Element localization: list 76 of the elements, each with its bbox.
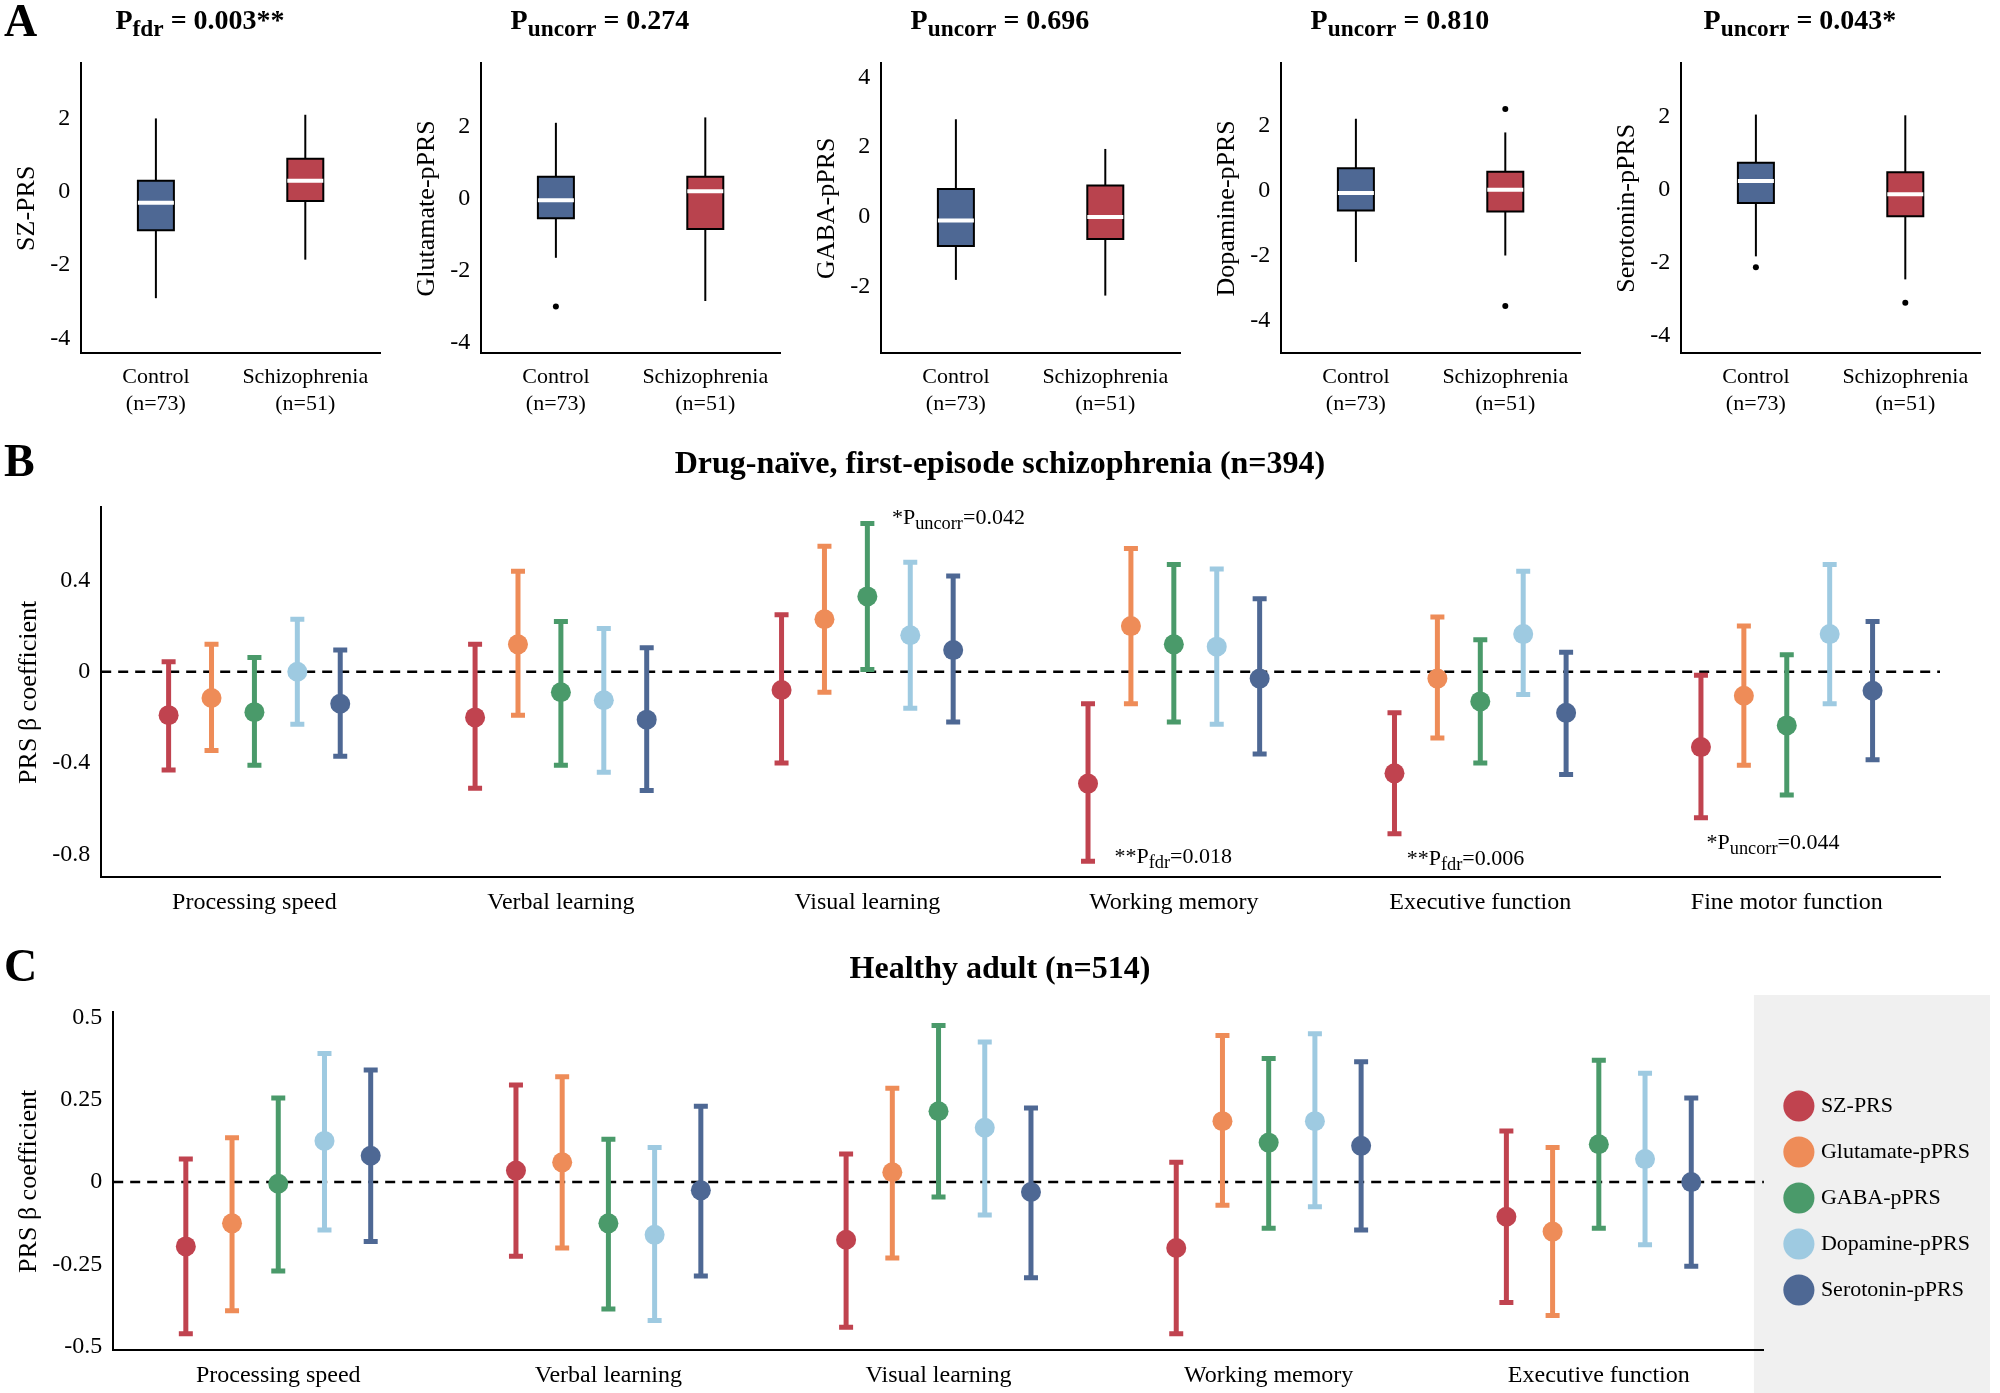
y-tick-label: 0.4 bbox=[60, 565, 91, 592]
text: C bbox=[4, 939, 38, 992]
y-tick-label: 2 bbox=[458, 111, 471, 138]
annotation: *P$_{uncorr}$=0.044 bbox=[1706, 829, 1840, 860]
x-tick-label: Schizophrenia (n=51) bbox=[242, 363, 369, 415]
annotation: **P$_{fdr}$=0.018 bbox=[1114, 842, 1232, 874]
y-tick-label: -0.8 bbox=[52, 839, 91, 866]
y-tick-label: -4 bbox=[1250, 305, 1271, 332]
legend-label: Serotonin-pPRS bbox=[1820, 1275, 1964, 1301]
chart-title: P$_{fdr}$ = 0.003** bbox=[115, 4, 285, 41]
x-tick-label: Control (n=73) bbox=[522, 363, 590, 415]
chart-title: P$_{uncorr}$ = 0.274 bbox=[509, 4, 691, 42]
y-axis-title: PRS β coefficient bbox=[13, 1088, 43, 1273]
x-tick-label: Control (n=73) bbox=[122, 363, 190, 415]
x-tick-label: Executive function bbox=[1507, 1360, 1690, 1387]
y-tick-label: 2 bbox=[1658, 101, 1671, 128]
y-axis-title: Dopamine-pPRS bbox=[1211, 120, 1241, 297]
y-tick-label: 0 bbox=[78, 657, 91, 684]
y-tick-label: 0.25 bbox=[60, 1085, 103, 1112]
y-tick-label: -0.5 bbox=[64, 1332, 103, 1359]
x-tick-label: Verbal learning bbox=[534, 1360, 683, 1387]
x-tick-label: Control (n=73) bbox=[1322, 363, 1390, 415]
chart-title: Drug-naïve, first-episode schizophrenia (n=394) bbox=[674, 444, 1326, 480]
y-tick-label: -2 bbox=[450, 255, 471, 282]
y-tick-label: -0.4 bbox=[52, 748, 91, 775]
y-tick-label: 0.5 bbox=[72, 1002, 103, 1029]
y-tick-label: 2 bbox=[858, 132, 871, 159]
x-tick-label: Processing speed bbox=[195, 1360, 361, 1387]
y-tick-label: -2 bbox=[850, 272, 871, 299]
x-tick-label: Schizophrenia (n=51) bbox=[1042, 363, 1169, 415]
y-axis-title: Serotonin-pPRS bbox=[1611, 123, 1641, 293]
y-tick-label: -2 bbox=[50, 250, 71, 277]
y-axis-title: PRS β coefficient bbox=[13, 599, 43, 784]
chart-title: Healthy adult (n=514) bbox=[849, 949, 1151, 985]
y-tick-label: 0 bbox=[458, 183, 471, 210]
x-tick-label: Schizophrenia (n=51) bbox=[1442, 363, 1569, 415]
y-tick-label: 0 bbox=[90, 1167, 103, 1194]
y-axis-title: SZ-PRS bbox=[11, 165, 41, 251]
legend-label: SZ-PRS bbox=[1820, 1091, 1894, 1117]
y-tick-label: -4 bbox=[50, 323, 71, 350]
y-tick-label: 0 bbox=[58, 177, 71, 204]
y-tick-label: 2 bbox=[58, 103, 71, 130]
x-tick-label: Processing speed bbox=[172, 887, 337, 914]
y-tick-label: -0.25 bbox=[52, 1249, 103, 1276]
y-tick-label: -2 bbox=[1250, 240, 1271, 267]
annotation: *P$_{uncorr}$=0.042 bbox=[891, 504, 1025, 535]
y-tick-label: -2 bbox=[1650, 247, 1671, 274]
legend-label: Dopamine-pPRS bbox=[1820, 1229, 1971, 1255]
y-tick-label: 2 bbox=[1258, 110, 1271, 137]
y-tick-label: 0 bbox=[1258, 175, 1271, 202]
x-tick-label: Verbal learning bbox=[487, 887, 635, 914]
x-tick-label: Visual learning bbox=[794, 887, 941, 914]
x-tick-label: Control (n=73) bbox=[1722, 363, 1790, 415]
y-axis-title: GABA-pPRS bbox=[811, 137, 841, 280]
x-tick-label: Working memory bbox=[1183, 1360, 1354, 1387]
y-tick-label: 4 bbox=[858, 62, 871, 89]
legend-label: GABA-pPRS bbox=[1820, 1183, 1941, 1209]
legend-label: Glutamate-pPRS bbox=[1820, 1137, 1970, 1163]
y-tick-label: 0 bbox=[1658, 174, 1671, 201]
chart-title: P$_{uncorr}$ = 0.043* bbox=[1702, 4, 1898, 42]
x-tick-label: Schizophrenia (n=51) bbox=[1842, 363, 1969, 415]
x-tick-label: Fine motor function bbox=[1690, 887, 1883, 914]
chart-title: P$_{uncorr}$ = 0.696 bbox=[909, 4, 1091, 42]
annotation: **P$_{fdr}$=0.006 bbox=[1406, 845, 1525, 876]
x-tick-label: Visual learning bbox=[865, 1360, 1012, 1387]
x-tick-label: Schizophrenia (n=51) bbox=[642, 363, 769, 415]
x-tick-label: Working memory bbox=[1089, 887, 1259, 914]
text: A bbox=[4, 0, 38, 47]
x-tick-label: Control (n=73) bbox=[922, 363, 990, 415]
chart-title: P$_{uncorr}$ = 0.810 bbox=[1309, 4, 1491, 42]
y-tick-label: 0 bbox=[858, 202, 871, 229]
y-tick-label: -4 bbox=[450, 327, 471, 354]
y-tick-label: -4 bbox=[1650, 320, 1671, 347]
text: B bbox=[4, 434, 35, 487]
x-tick-label: Executive function bbox=[1389, 887, 1572, 914]
y-axis-title: Glutamate-pPRS bbox=[411, 120, 441, 297]
